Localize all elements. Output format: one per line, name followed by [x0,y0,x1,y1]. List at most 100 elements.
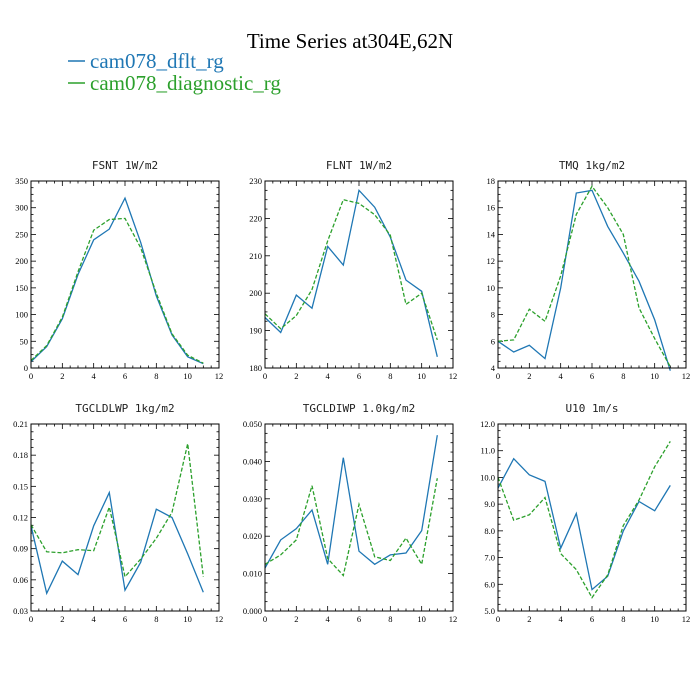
y-tick-label: 8.0 [484,526,495,536]
y-tick-label: 0.18 [13,450,28,460]
series-line-diagnostic [30,217,204,364]
panel-title: TGCLDIWP 1.0kg/m2 [303,402,416,415]
x-tick-label: 10 [650,371,659,381]
y-tick-label: 11.0 [480,446,495,456]
x-tick-label: 8 [154,614,158,624]
y-tick-label: 10 [487,283,496,293]
x-tick-label: 8 [621,371,625,381]
x-tick-label: 6 [590,371,594,381]
series-line-diagnostic [30,443,204,579]
x-tick-label: 0 [496,614,500,624]
x-tick-label: 12 [215,371,224,381]
panel-tgcldlwp: TGCLDLWP 1kg/m2 0 2 4 6 8 10 12 0.03 0.06 0.09 0.12… [13,402,223,624]
panel-title: TMQ 1kg/m2 [559,159,625,172]
y-tick-label: 0.12 [13,513,28,523]
x-tick-label: 0 [263,614,267,624]
y-tick-label: 350 [15,176,28,186]
x-tick-label: 12 [682,614,691,624]
x-tick-label: 4 [92,371,97,381]
x-tick-label: 8 [154,371,158,381]
y-tick-label: 180 [249,363,262,373]
y-tick-label: 0.15 [13,481,28,491]
series-line-dflt [497,457,671,591]
y-tick-label: 220 [249,213,262,223]
y-tick-label: 50 [20,336,29,346]
x-tick-label: 10 [417,614,426,624]
series-line-dflt [264,435,438,569]
x-tick-label: 8 [388,371,392,381]
x-tick-label: 4 [326,371,331,381]
x-tick-label: 4 [326,614,331,624]
y-tick-label: 16 [487,203,496,213]
series-line-diagnostic [497,441,671,599]
y-tick-label: 18 [487,176,496,186]
legend: cam078_dflt_rg cam078_diagnostic_rg [68,49,281,95]
x-tick-label: 2 [294,371,298,381]
panel-grid: FSNT 1W/m20 2 4 6 8 10 12050100150200250300350… [13,159,690,624]
panel-u10: U10 1m/s 0 2 4 6 8 10 12 5.0 6.0 7.0 8.0 9.0 10.0 11.0… [480,402,690,624]
x-tick-label: 6 [123,614,127,624]
x-tick-label: 10 [183,371,192,381]
panel-tmq: TMQ 1kg/m2 0 2 4 6 8 10 12 4 6 8 10 12 14 16 18 [487,159,691,381]
plot-frame [30,180,220,369]
x-tick-label: 0 [263,371,267,381]
plot-frame [264,180,454,369]
x-tick-label: 12 [449,371,458,381]
plot-frame [497,423,687,612]
y-tick-label: 10.0 [480,472,495,482]
x-tick-label: 10 [183,614,192,624]
y-tick-label: 100 [15,310,28,320]
y-tick-label: 14 [487,229,496,239]
y-tick-label: 8 [491,310,495,320]
plot-frame [264,423,454,612]
y-tick-label: 150 [15,283,28,293]
x-tick-label: 12 [215,614,224,624]
plot-frame [497,180,687,369]
series-line-dflt [30,196,204,365]
y-tick-label: 250 [15,229,28,239]
y-tick-label: 210 [249,251,262,261]
x-tick-label: 6 [357,614,361,624]
panel-title: FLNT 1W/m2 [326,159,392,172]
y-tick-label: 0.09 [13,544,28,554]
x-tick-label: 4 [92,614,97,624]
y-tick-label: 12 [487,256,496,266]
y-tick-label: 9.0 [484,499,495,509]
x-tick-label: 2 [527,614,531,624]
y-tick-label: 12.0 [480,419,495,429]
y-tick-label: 300 [15,203,28,213]
legend-label-diagnostic: cam078_diagnostic_rg [90,71,281,95]
series-line-dflt [264,188,438,357]
y-tick-label: 4 [491,363,496,373]
legend-label-dflt: cam078_dflt_rg [90,49,224,73]
y-tick-label: 200 [249,288,262,298]
x-tick-label: 6 [123,371,127,381]
plot-frame [30,423,220,612]
y-tick-label: 0.010 [243,569,262,579]
x-tick-label: 10 [417,371,426,381]
x-tick-label: 2 [527,371,531,381]
y-tick-label: 0.21 [13,419,28,429]
y-tick-label: 0.030 [243,494,262,504]
panel-title: FSNT 1W/m2 [92,159,158,172]
x-tick-label: 4 [559,614,564,624]
x-tick-label: 4 [559,371,564,381]
y-tick-label: 230 [249,176,262,186]
x-tick-label: 8 [621,614,625,624]
panel-title: TGCLDLWP 1kg/m2 [75,402,174,415]
x-tick-label: 2 [294,614,298,624]
figure-title: Time Series at304E,62N [247,29,453,53]
y-tick-label: 0 [24,363,28,373]
y-tick-label: 6 [491,336,495,346]
panel-fsnt: FSNT 1W/m2 0 2 4 6 8 10 12 0 50 100 150 200 250 300 350 [15,159,223,381]
x-tick-label: 12 [449,614,458,624]
y-tick-label: 0.03 [13,606,28,616]
y-tick-label: 0.040 [243,456,262,466]
y-tick-label: 200 [15,256,28,266]
panel-flnt: FLNT 1W/m2 0 2 4 6 8 10 12 180 190 200 210 220 230 [249,159,457,381]
x-tick-label: 8 [388,614,392,624]
x-tick-label: 12 [682,371,691,381]
x-tick-label: 0 [29,614,33,624]
x-tick-label: 6 [357,371,361,381]
